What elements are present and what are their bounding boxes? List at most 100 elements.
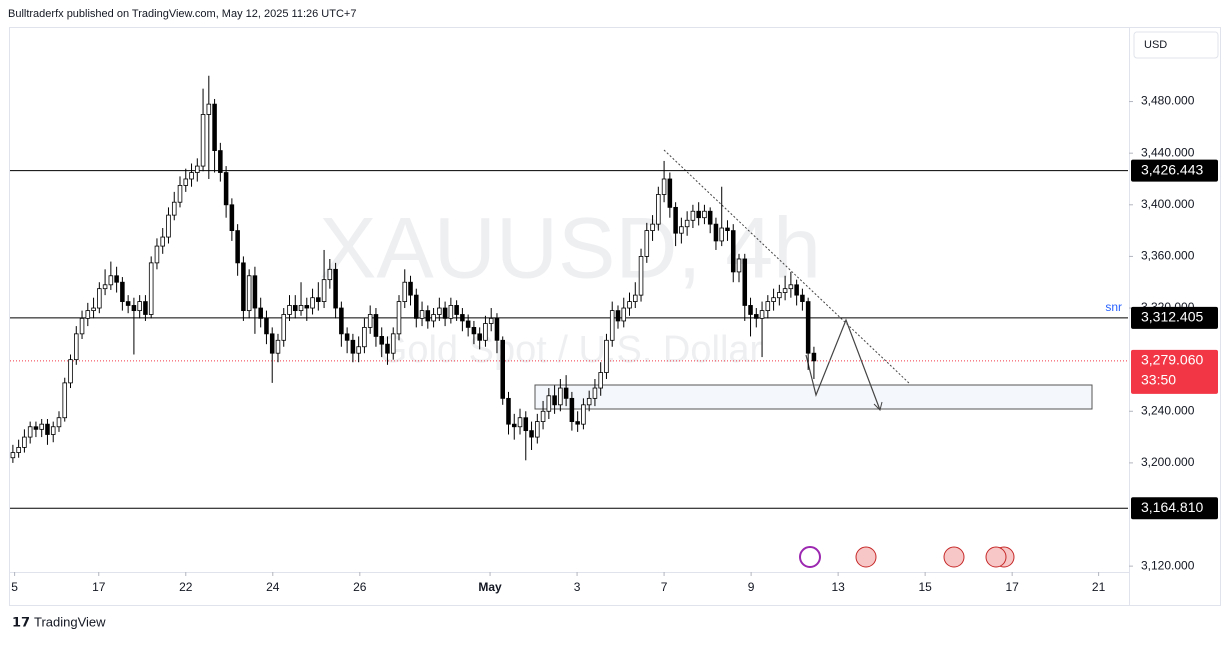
countdown: 33:50	[1141, 372, 1176, 388]
candle-body	[177, 185, 183, 203]
candle-body	[62, 382, 68, 419]
candle-body	[373, 314, 379, 337]
candle-body	[644, 230, 650, 257]
x-tick-label: 21	[1092, 580, 1106, 594]
candle-body	[811, 352, 817, 362]
candle-body	[448, 305, 454, 319]
candle-body	[425, 310, 431, 322]
x-tick-label: 22	[179, 580, 193, 594]
candle-body	[298, 305, 304, 312]
candle-body	[379, 336, 384, 345]
candle-body	[321, 279, 327, 302]
candle-body	[252, 275, 258, 309]
candle-body	[125, 301, 131, 306]
candle-body	[68, 359, 73, 384]
candle-body	[598, 372, 603, 389]
candle-body	[229, 204, 235, 232]
candle-body	[246, 275, 252, 312]
candle-body	[719, 227, 724, 242]
candle-body	[736, 258, 742, 273]
event-icon[interactable]	[799, 546, 821, 568]
candle-body	[488, 317, 494, 324]
candle-body	[223, 172, 229, 206]
candle-body	[437, 307, 442, 315]
candle-body	[586, 397, 592, 406]
candle-body	[633, 294, 638, 302]
candle-body	[212, 103, 217, 151]
candle-body	[304, 305, 310, 309]
y-tick-label: 3,480.000	[1141, 94, 1195, 108]
candle-body	[506, 397, 511, 425]
candle-body	[604, 339, 609, 373]
candle-body	[10, 452, 16, 459]
candle-body	[275, 339, 281, 354]
price-label-box	[1131, 497, 1218, 520]
candle-body	[442, 307, 448, 319]
candle-body	[696, 210, 701, 219]
candle-body	[782, 288, 788, 293]
candle-body	[414, 294, 419, 319]
candle-body	[465, 320, 471, 328]
candle-body	[454, 305, 459, 315]
candle-body	[713, 223, 719, 242]
candle-body	[74, 333, 79, 361]
footer: TradingView	[34, 614, 106, 629]
candle-body	[39, 423, 44, 430]
candle-body	[615, 310, 621, 322]
candle-body	[310, 297, 315, 309]
candle-body	[148, 262, 154, 315]
candle-body	[327, 268, 333, 281]
event-icon[interactable]	[985, 546, 1007, 568]
candle-body	[754, 314, 759, 319]
candle-body	[477, 333, 482, 341]
candle-body	[16, 447, 21, 453]
candle-body	[356, 346, 361, 354]
candle-body	[137, 301, 142, 312]
candle-body	[627, 301, 632, 309]
candle-body	[102, 284, 108, 290]
trend-line	[663, 149, 911, 385]
header: Bulltraderfx published on TradingView.co…	[8, 8, 356, 20]
candle-body	[154, 245, 160, 264]
watermark: XAUUSD, 4h	[319, 201, 821, 297]
currency[interactable]: USD	[1144, 39, 1167, 51]
y-tick-label: 3,440.000	[1141, 145, 1195, 159]
candle-body	[200, 114, 206, 167]
candle-body	[97, 288, 102, 309]
candle-body	[581, 404, 586, 425]
event-icon[interactable]	[943, 546, 965, 568]
candle-body	[362, 326, 367, 348]
candle-body	[316, 297, 321, 302]
candle-body	[264, 317, 269, 335]
candle-body	[679, 226, 684, 234]
candle-body	[27, 426, 33, 438]
candle-body	[390, 333, 396, 354]
candle-body	[189, 172, 194, 180]
x-tick-label: 7	[661, 580, 668, 594]
candle-body	[350, 339, 356, 354]
candle-body	[667, 178, 673, 208]
arrow-head	[873, 401, 883, 411]
candle-body	[546, 395, 552, 412]
demand-zone	[534, 384, 1093, 410]
projection-path	[805, 318, 881, 411]
candle-body	[143, 301, 148, 315]
candle-body	[114, 275, 119, 283]
candle-body	[794, 284, 799, 296]
candle-body	[535, 421, 540, 438]
candle-body	[592, 387, 598, 399]
y-tick-label: 3,120.000	[1141, 558, 1195, 572]
x-tick-label: 15	[918, 580, 932, 594]
candle-body	[292, 305, 298, 312]
y-tick-label: 3,200.000	[1141, 455, 1195, 469]
candle-body	[805, 301, 811, 354]
candle-body	[287, 305, 292, 315]
candle-body	[396, 301, 402, 335]
plot: 3,120.0003,200.0003,240.0003,320.0003,36…	[10, 75, 1218, 594]
currency-box[interactable]	[1133, 31, 1219, 59]
x-tick-label: 26	[353, 580, 367, 594]
candle-body	[673, 206, 678, 234]
candle-body	[483, 323, 488, 341]
event-icon[interactable]	[855, 546, 877, 568]
